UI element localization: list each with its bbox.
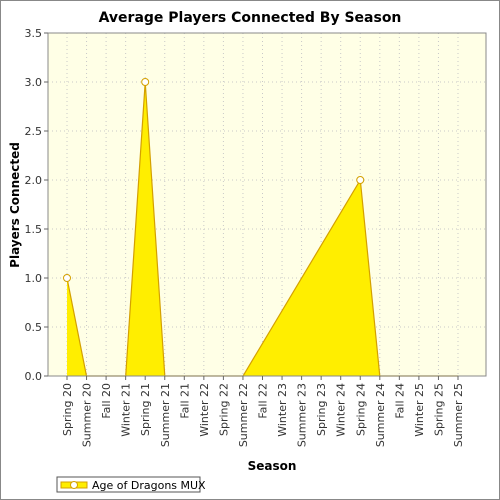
- x-tick-label: Spring 21: [139, 383, 152, 436]
- x-tick-label: Spring 24: [354, 383, 367, 436]
- x-tick-label: Winter 25: [413, 383, 426, 437]
- x-tick-label: Fall 24: [393, 383, 406, 419]
- x-tick-label: Fall 21: [178, 383, 191, 419]
- x-axis-label: Season: [248, 459, 297, 473]
- x-tick-label: Spring 20: [61, 383, 74, 436]
- x-tick-label: Spring 23: [315, 383, 328, 436]
- y-tick-label: 3.0: [25, 76, 43, 89]
- legend-label: Age of Dragons MUX: [92, 479, 206, 492]
- series-points-layer: [63, 78, 365, 282]
- x-tick-label: Fall 22: [257, 383, 270, 419]
- y-tick-label: 1.5: [25, 223, 43, 236]
- x-tick-label: Fall 20: [100, 383, 113, 419]
- series-area: [67, 82, 458, 376]
- plot-border: [47, 32, 487, 377]
- y-tick-label: 2.5: [25, 125, 43, 138]
- y-tick-label: 0.0: [25, 370, 43, 383]
- x-tick-label: Summer 25: [452, 383, 465, 447]
- data-point: [356, 176, 365, 184]
- y-tick-label: 3.5: [25, 27, 43, 40]
- x-tick-label: Spring 22: [217, 383, 230, 436]
- x-tick-label: Summer 21: [159, 383, 172, 447]
- x-tick-label: Summer 23: [296, 383, 309, 447]
- y-tick-label: 1.0: [25, 272, 43, 285]
- x-tick-label: Winter 22: [198, 383, 211, 437]
- x-tick-label: Summer 22: [237, 383, 250, 447]
- x-tick-label: Spring 25: [432, 383, 445, 436]
- x-tick-label: Winter 24: [335, 383, 348, 437]
- plot-area: [48, 33, 486, 376]
- y-axis: 0.0 0.5 1.0 1.5 2.0 2.5 3.0 3.5: [25, 27, 48, 383]
- data-point: [63, 274, 71, 282]
- y-tick-label: 0.5: [25, 321, 43, 334]
- legend-marker: [70, 481, 78, 489]
- legend-box: [56, 476, 201, 493]
- y-axis-label: Players Connected: [8, 142, 22, 268]
- y-tick-label: 2.0: [25, 174, 43, 187]
- x-axis: Spring 20 Summer 20 Fall 20 Winter 21 Spring…: [61, 376, 465, 447]
- x-tick-label: Winter 21: [120, 383, 133, 437]
- x-tick-label: Winter 23: [276, 383, 289, 437]
- x-tick-label: Summer 20: [81, 383, 94, 447]
- chart-title: Average Players Connected By Season: [99, 10, 402, 26]
- data-point: [141, 78, 150, 86]
- x-tick-label: Summer 24: [374, 383, 387, 447]
- legend: Age of Dragons MUX: [56, 476, 206, 493]
